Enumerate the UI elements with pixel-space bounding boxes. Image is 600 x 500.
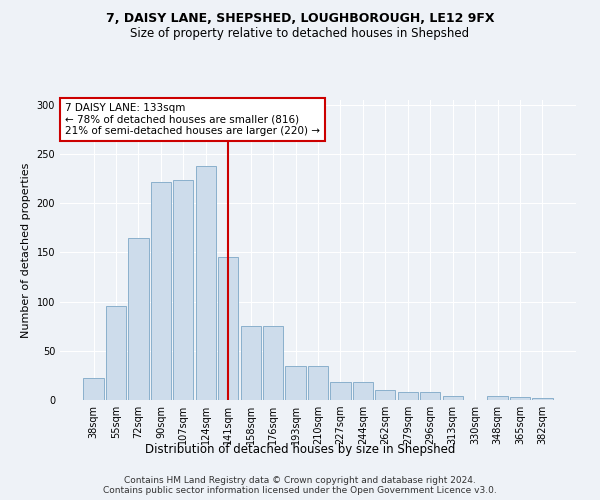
Bar <box>286 366 305 400</box>
Text: Size of property relative to detached houses in Shepshed: Size of property relative to detached ho… <box>130 28 470 40</box>
Bar <box>128 238 149 400</box>
Bar <box>173 180 193 400</box>
Bar <box>510 397 530 400</box>
Bar <box>83 378 104 400</box>
Bar <box>106 306 126 400</box>
Bar <box>353 382 373 400</box>
Bar <box>308 366 328 400</box>
Text: Contains HM Land Registry data © Crown copyright and database right 2024.
Contai: Contains HM Land Registry data © Crown c… <box>103 476 497 495</box>
Bar <box>218 258 238 400</box>
Bar <box>443 396 463 400</box>
Bar <box>241 326 261 400</box>
Bar <box>151 182 171 400</box>
Bar <box>331 382 350 400</box>
Text: Distribution of detached houses by size in Shepshed: Distribution of detached houses by size … <box>145 442 455 456</box>
Bar <box>375 390 395 400</box>
Bar <box>420 392 440 400</box>
Bar <box>398 392 418 400</box>
Text: 7, DAISY LANE, SHEPSHED, LOUGHBOROUGH, LE12 9FX: 7, DAISY LANE, SHEPSHED, LOUGHBOROUGH, L… <box>106 12 494 26</box>
Text: 7 DAISY LANE: 133sqm
← 78% of detached houses are smaller (816)
21% of semi-deta: 7 DAISY LANE: 133sqm ← 78% of detached h… <box>65 103 320 136</box>
Bar <box>487 396 508 400</box>
Bar <box>263 326 283 400</box>
Bar <box>532 398 553 400</box>
Bar <box>196 166 216 400</box>
Y-axis label: Number of detached properties: Number of detached properties <box>21 162 31 338</box>
